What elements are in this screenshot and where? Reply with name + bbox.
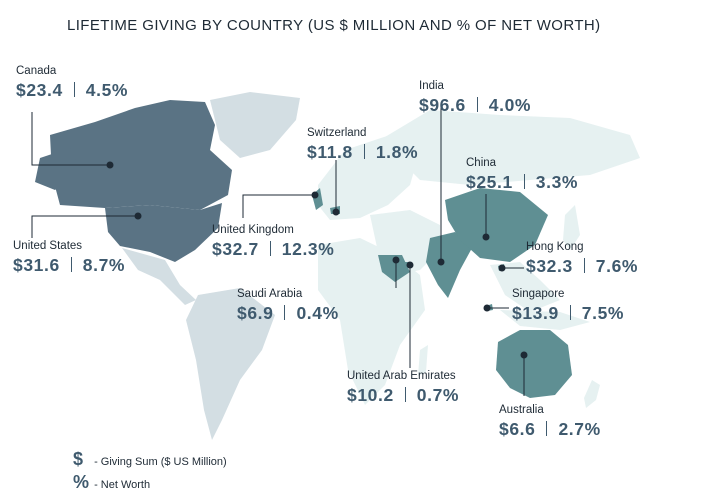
china-pointer xyxy=(482,233,490,241)
indonesia-landmass xyxy=(500,310,590,330)
india-pointer xyxy=(437,258,445,266)
country-name: Switzerland xyxy=(307,127,367,139)
singapore-pointer xyxy=(483,304,491,312)
uae-pointer xyxy=(406,261,414,269)
country-name: Singapore xyxy=(512,288,565,300)
label-switzerland: Switzerland $11.8 1.8% xyxy=(307,127,418,163)
giving-sum: $32.3 xyxy=(526,256,573,276)
saudi-arabia-region xyxy=(378,255,410,282)
us-pointer xyxy=(134,212,142,220)
japan-landmass xyxy=(563,205,580,250)
uk-connector xyxy=(242,194,315,218)
net-worth-pct: 12.3% xyxy=(281,239,335,259)
label-uae: United Arab Emirates $10.2 0.7% xyxy=(347,370,459,406)
label-saudi-arabia: Saudi Arabia $6.9 0.4% xyxy=(237,288,339,324)
madagascar-landmass xyxy=(418,345,428,376)
united-states-region xyxy=(105,203,222,262)
us-connector xyxy=(31,215,138,238)
net-worth-pct: 4.5% xyxy=(85,80,129,100)
label-australia: Australia $6.6 2.7% xyxy=(499,404,601,440)
giving-sum: $6.9 xyxy=(237,303,274,323)
giving-sum: $96.6 xyxy=(419,95,466,115)
south-america-landmass xyxy=(186,288,275,440)
giving-sum: $6.6 xyxy=(499,419,536,439)
map-title: LIFETIME GIVING BY COUNTRY (US $ MILLION… xyxy=(67,17,601,34)
net-worth-pct: 2.7% xyxy=(558,419,601,439)
country-name: Australia xyxy=(499,404,544,416)
greenland-landmass xyxy=(210,92,300,158)
china-region xyxy=(445,188,548,262)
net-worth-pct: 4.0% xyxy=(488,95,532,115)
new-zealand-landmass xyxy=(584,380,600,408)
country-name: United States xyxy=(13,240,83,252)
australia-region xyxy=(496,330,572,398)
giving-sum: $10.2 xyxy=(347,385,394,405)
country-name: Canada xyxy=(16,65,57,77)
canada-region xyxy=(50,100,232,210)
country-name: Hong Kong xyxy=(526,241,584,253)
canada-pointer xyxy=(106,161,114,169)
europe-landmass xyxy=(318,135,420,220)
label-china: China $25.1 3.3% xyxy=(466,157,578,193)
giving-sum: $23.4 xyxy=(16,80,63,100)
country-name: United Kingdom xyxy=(212,224,294,236)
giving-sum: $11.8 xyxy=(307,142,353,162)
dollar-symbol: $ xyxy=(73,449,84,469)
giving-sum: $25.1 xyxy=(466,172,513,192)
country-name: United Arab Emirates xyxy=(347,370,456,382)
central-america-landmass xyxy=(122,248,196,305)
country-name: India xyxy=(419,80,444,92)
saudi-pointer xyxy=(392,256,400,264)
north-asia-landmass xyxy=(380,110,640,185)
canada-connector xyxy=(31,112,110,166)
legend-text: - Giving Sum ($ US Million) xyxy=(94,456,227,468)
label-india: India $96.6 4.0% xyxy=(419,80,531,116)
switzerland-pointer xyxy=(332,208,340,216)
uk-pointer xyxy=(311,191,319,199)
label-united-kingdom: United Kingdom $32.7 12.3% xyxy=(212,224,334,260)
giving-sum: $31.6 xyxy=(13,255,60,275)
net-worth-pct: 0.4% xyxy=(296,303,339,323)
label-united-states: United States $31.6 8.7% xyxy=(13,240,125,276)
country-name: Saudi Arabia xyxy=(237,288,303,300)
net-worth-pct: 7.6% xyxy=(595,256,639,276)
net-worth-pct: 8.7% xyxy=(82,255,126,275)
giving-sum: $13.9 xyxy=(512,303,559,323)
net-worth-pct: 7.5% xyxy=(581,303,625,323)
southeast-asia-landmass xyxy=(490,262,560,312)
legend-text: - Net Worth xyxy=(94,479,151,491)
net-worth-pct: 3.3% xyxy=(535,172,579,192)
label-hong-kong: Hong Kong $32.3 7.6% xyxy=(526,241,638,277)
hongkong-pointer xyxy=(498,264,506,272)
net-worth-pct: 1.8% xyxy=(375,142,419,162)
australia-pointer xyxy=(520,351,528,359)
percent-symbol: % xyxy=(73,472,90,492)
alaska-region xyxy=(35,148,80,190)
net-worth-pct: 0.7% xyxy=(416,385,460,405)
label-canada: Canada $23.4 4.5% xyxy=(16,65,128,101)
label-singapore: Singapore $13.9 7.5% xyxy=(512,288,624,324)
legend-net-worth: % - Net Worth xyxy=(73,472,150,493)
india-region xyxy=(426,232,472,298)
legend-giving-sum: $ - Giving Sum ($ US Million) xyxy=(73,449,227,470)
giving-sum: $32.7 xyxy=(212,239,259,259)
country-name: China xyxy=(466,157,497,169)
